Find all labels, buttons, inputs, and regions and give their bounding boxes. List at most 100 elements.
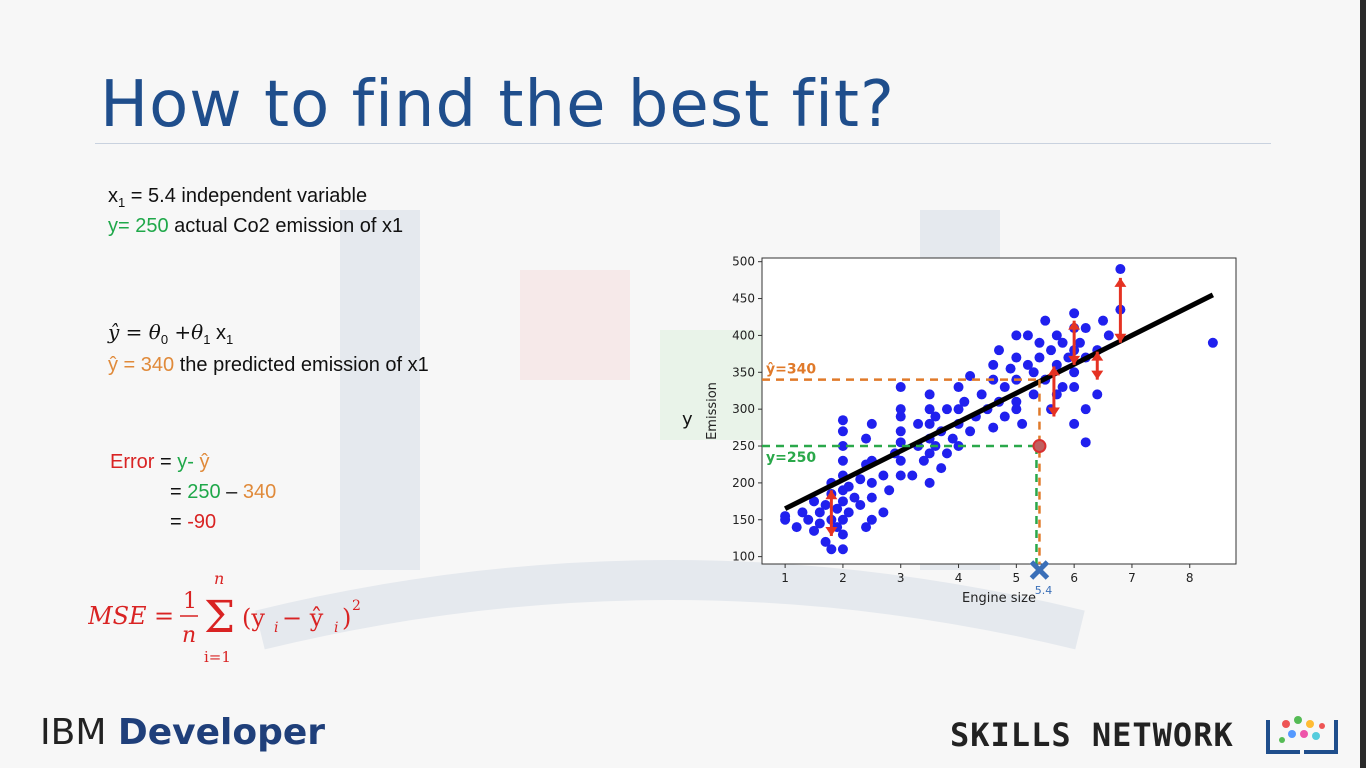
data-point-19 xyxy=(837,514,848,525)
data-point-37 xyxy=(866,477,877,488)
data-point-119 xyxy=(1080,323,1091,334)
data-point-58 xyxy=(924,418,935,429)
data-point-92 xyxy=(1022,359,1033,370)
data-point-9 xyxy=(820,536,831,547)
data-point-6 xyxy=(809,496,820,507)
data-point-4 xyxy=(803,514,814,525)
mse-sum-bottom: i=1 xyxy=(204,648,231,666)
data-point-39 xyxy=(866,418,877,429)
data-point-16 xyxy=(832,503,843,514)
mse-label: MSE xyxy=(88,602,147,630)
data-point-28 xyxy=(843,481,854,492)
data-point-65 xyxy=(941,448,952,459)
y-tick-label-350: 350 xyxy=(732,365,755,379)
error-arrowhead-start-0 xyxy=(825,490,838,500)
data-point-117 xyxy=(1080,404,1091,415)
error-arrowhead-end-0 xyxy=(825,526,838,536)
x-tick-label-6: 6 xyxy=(1070,571,1078,585)
data-point-27 xyxy=(843,507,854,518)
error-arrowhead-start-1 xyxy=(1047,366,1060,376)
x-tick-label-8: 8 xyxy=(1186,571,1194,585)
data-point-80 xyxy=(988,359,999,370)
mse-numerator: 1 xyxy=(183,589,197,614)
y-tick-label-450: 450 xyxy=(732,292,755,306)
data-point-98 xyxy=(1034,337,1045,348)
outer-y-label: y xyxy=(682,409,693,430)
data-point-122 xyxy=(1098,315,1109,326)
error-line-3: = -90 xyxy=(170,511,217,533)
error-arrowhead-start-2 xyxy=(1068,320,1081,330)
sigma-icon: Σ xyxy=(204,592,235,643)
error-line-1: Error = y- ŷ xyxy=(110,451,210,473)
data-point-31 xyxy=(855,474,866,485)
data-point-115 xyxy=(1074,337,1085,348)
data-point-84 xyxy=(999,411,1010,422)
data-point-7 xyxy=(814,507,825,518)
data-point-90 xyxy=(1011,396,1022,407)
data-point-114 xyxy=(1069,308,1080,319)
data-point-35 xyxy=(866,514,877,525)
data-point-69 xyxy=(953,404,964,415)
data-point-72 xyxy=(959,396,970,407)
x-tick-label-5: 5 xyxy=(1013,571,1021,585)
data-point-51 xyxy=(907,470,918,481)
data-point-95 xyxy=(1028,367,1039,378)
data-point-108 xyxy=(1063,352,1074,363)
data-point-82 xyxy=(994,345,1004,356)
data-point-56 xyxy=(924,448,935,459)
y-tick-label-100: 100 xyxy=(732,550,755,564)
data-point-44 xyxy=(895,470,906,481)
data-point-36 xyxy=(866,492,877,503)
ibm-developer-brand: IBM Developer xyxy=(40,712,326,753)
data-point-23 xyxy=(837,455,848,466)
emission-scatter-chart: 1 2 3 4 5 6 7 8 100 150 200 250 300 350 400 450 500 Engin… xyxy=(682,255,1237,606)
data-point-63 xyxy=(936,463,947,474)
x-tick-label-2: 2 xyxy=(839,571,847,585)
y-tick-label-200: 200 xyxy=(732,476,755,490)
data-point-60 xyxy=(924,389,935,400)
data-point-26 xyxy=(837,415,848,426)
data-point-18 xyxy=(837,529,848,540)
data-point-76 xyxy=(976,389,987,400)
data-point-34 xyxy=(861,433,872,444)
data-point-50 xyxy=(895,382,906,393)
data-point-120 xyxy=(1092,389,1103,400)
window-edge xyxy=(1360,0,1366,768)
mse-body-minus: − ŷ xyxy=(282,604,324,632)
y-tick-label-500: 500 xyxy=(732,255,755,269)
x-tick-label-4: 4 xyxy=(955,571,963,585)
mse-body-open: (y xyxy=(242,604,265,632)
mse-power: 2 xyxy=(352,598,361,614)
error-arrowhead-start-3 xyxy=(1091,351,1104,361)
x-marker-icon xyxy=(1029,560,1050,580)
data-point-5 xyxy=(809,525,820,536)
data-point-116 xyxy=(1080,437,1091,448)
x-marker-label: 5.4 xyxy=(1035,584,1053,597)
data-point-25 xyxy=(837,426,848,437)
data-point-123 xyxy=(1103,330,1114,341)
data-point-70 xyxy=(953,382,964,393)
highlight-point xyxy=(1032,439,1047,454)
y-tick-label-250: 250 xyxy=(732,439,755,453)
data-point-62 xyxy=(930,411,941,422)
data-point-59 xyxy=(924,404,935,415)
data-point-3 xyxy=(797,507,808,518)
data-point-109 xyxy=(1069,418,1080,429)
data-point-32 xyxy=(861,522,872,533)
data-point-107 xyxy=(1057,337,1068,348)
error-arrowhead-end-1 xyxy=(1047,407,1060,417)
x-axis-label: Engine size xyxy=(962,591,1036,606)
data-point-89 xyxy=(1011,330,1022,341)
error-arrowhead-start-4 xyxy=(1114,333,1127,343)
y-tick-label-400: 400 xyxy=(732,328,755,342)
data-point-91 xyxy=(1017,418,1028,429)
data-point-94 xyxy=(1028,389,1039,400)
x-tick-label-3: 3 xyxy=(897,571,905,585)
data-point-88 xyxy=(1011,352,1022,363)
slide-title: How to find the best fit? xyxy=(100,68,895,142)
data-point-41 xyxy=(878,470,889,481)
error-arrowhead-end-2 xyxy=(1068,355,1081,365)
data-point-100 xyxy=(1040,315,1051,326)
data-point-86 xyxy=(1011,404,1022,415)
data-point-8 xyxy=(814,518,825,529)
